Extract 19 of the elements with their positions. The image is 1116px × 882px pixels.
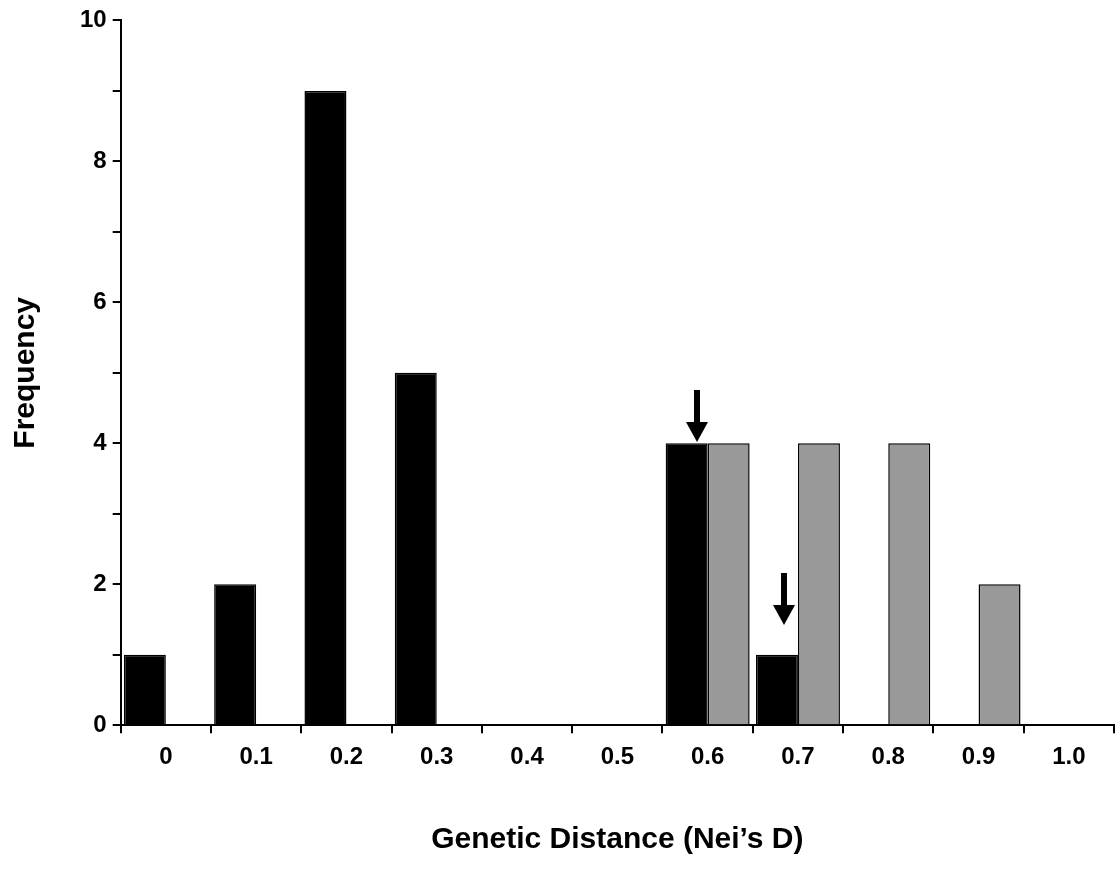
- y-tick-label: 10: [79, 5, 107, 33]
- x-tick-label: 0.8: [871, 742, 905, 770]
- x-tick-label: 0.6: [690, 742, 725, 770]
- x-tick-label: 0.4: [510, 742, 545, 770]
- y-tick-label: 0: [93, 709, 107, 737]
- y-tick-label: 4: [93, 427, 108, 455]
- y-tick-label: 8: [93, 145, 107, 173]
- x-tick-label: 1.0: [1052, 742, 1086, 770]
- x-tick-label: 0.1: [239, 742, 273, 770]
- x-tick-label: 0.5: [600, 742, 635, 770]
- x-tick-label: 0.7: [781, 742, 815, 770]
- y-tick-label: 2: [93, 568, 107, 596]
- x-tick-label: 0.2: [329, 742, 364, 770]
- x-tick-label: 0.3: [420, 742, 454, 770]
- x-tick-label: 0.9: [961, 742, 996, 770]
- y-tick-label: 6: [93, 286, 107, 314]
- y-axis-title: Frequency: [7, 296, 41, 449]
- x-tick-label: 0: [159, 742, 173, 770]
- x-axis-title: Genetic Distance (Nei’s D): [431, 821, 804, 855]
